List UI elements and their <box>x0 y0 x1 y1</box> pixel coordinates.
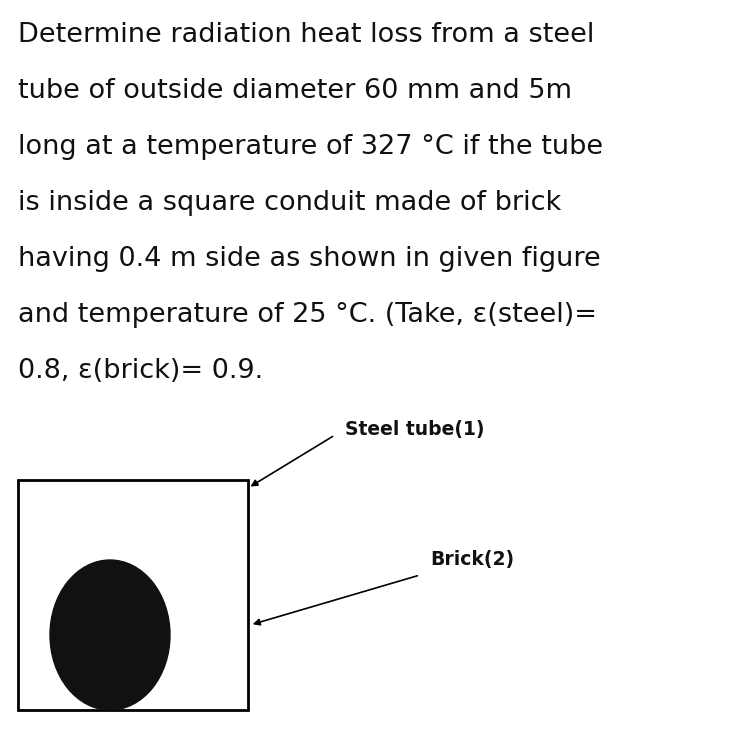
Text: Determine radiation heat loss from a steel: Determine radiation heat loss from a ste… <box>18 22 594 48</box>
Text: is inside a square conduit made of brick: is inside a square conduit made of brick <box>18 190 561 216</box>
Text: long at a temperature of 327 °C if the tube: long at a temperature of 327 °C if the t… <box>18 134 603 160</box>
Ellipse shape <box>50 560 170 710</box>
Text: tube of outside diameter 60 mm and 5m: tube of outside diameter 60 mm and 5m <box>18 78 572 104</box>
Text: Steel tube(1): Steel tube(1) <box>345 420 485 440</box>
Text: and temperature of 25 °C. (Take, ε(steel)=: and temperature of 25 °C. (Take, ε(steel… <box>18 302 597 328</box>
Bar <box>18 480 248 710</box>
Text: having 0.4 m side as shown in given figure: having 0.4 m side as shown in given figu… <box>18 246 601 272</box>
Text: 0.8, ε(brick)= 0.9.: 0.8, ε(brick)= 0.9. <box>18 358 263 384</box>
Text: Brick(2): Brick(2) <box>430 551 514 570</box>
